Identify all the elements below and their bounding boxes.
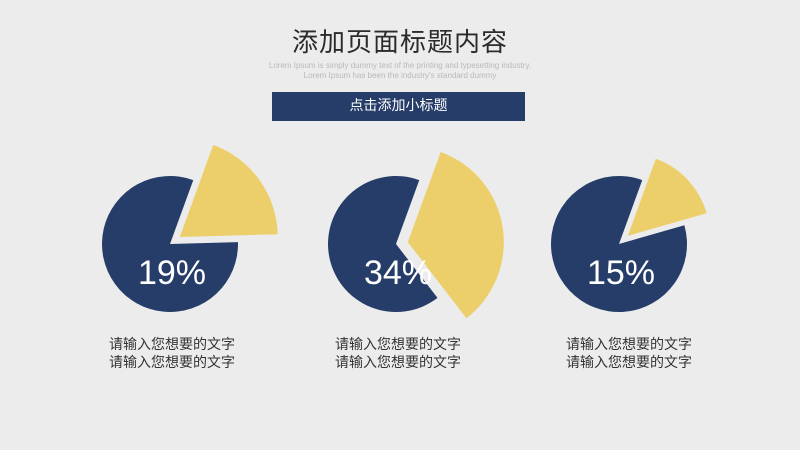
caption-2: 请输入您想要的文字 请输入您想要的文字 [298, 336, 498, 372]
pie-3-percent-label: 15% [587, 254, 655, 292]
caption-2-line-1: 请输入您想要的文字 [335, 337, 461, 353]
subtitle-banner[interactable]: 点击添加小标题 [272, 92, 525, 121]
pie-1-highlight-slice [179, 144, 278, 237]
pie-1-main-slice [101, 175, 238, 312]
caption-1: 请输入您想要的文字 请输入您想要的文字 [72, 336, 272, 372]
page-title: 添加页面标题内容 [291, 28, 508, 58]
pie-2-main-slice [328, 176, 438, 313]
caption-2-line-2: 请输入您想要的文字 [335, 355, 461, 371]
subtitle-line-2: Lorem Ipsum has been the industry's stan… [303, 71, 497, 80]
pie-chart-1: 19% [101, 144, 278, 312]
pie-chart-2: 34% [328, 151, 504, 319]
caption-1-line-1: 请输入您想要的文字 [109, 337, 235, 353]
pie-2-percent-label: 34% [364, 254, 432, 292]
caption-3: 请输入您想要的文字 请输入您想要的文字 [529, 336, 729, 372]
pie-3-highlight-slice [627, 158, 707, 236]
caption-3-line-2: 请输入您想要的文字 [566, 355, 692, 371]
pie-chart-3: 15% [551, 158, 707, 312]
subtitle-line-1: Lorem Ipsum is simply dummy text of the … [268, 61, 532, 70]
caption-1-line-2: 请输入您想要的文字 [109, 355, 235, 371]
pie-2-highlight-slice [407, 151, 504, 319]
pie-1-percent-label: 19% [138, 254, 206, 292]
caption-3-line-1: 请输入您想要的文字 [566, 337, 692, 353]
pie-3-main-slice [551, 175, 688, 312]
